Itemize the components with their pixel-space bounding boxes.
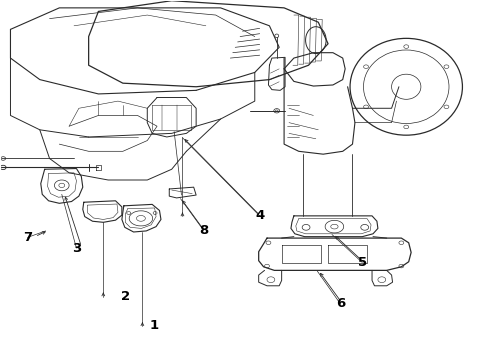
Text: 7: 7 bbox=[23, 231, 32, 244]
Text: 6: 6 bbox=[336, 297, 345, 310]
Text: 5: 5 bbox=[358, 256, 367, 269]
Text: 2: 2 bbox=[121, 290, 130, 303]
Text: 8: 8 bbox=[199, 224, 208, 237]
Text: 4: 4 bbox=[255, 210, 264, 222]
Text: 1: 1 bbox=[150, 319, 159, 332]
Text: 3: 3 bbox=[72, 242, 81, 255]
